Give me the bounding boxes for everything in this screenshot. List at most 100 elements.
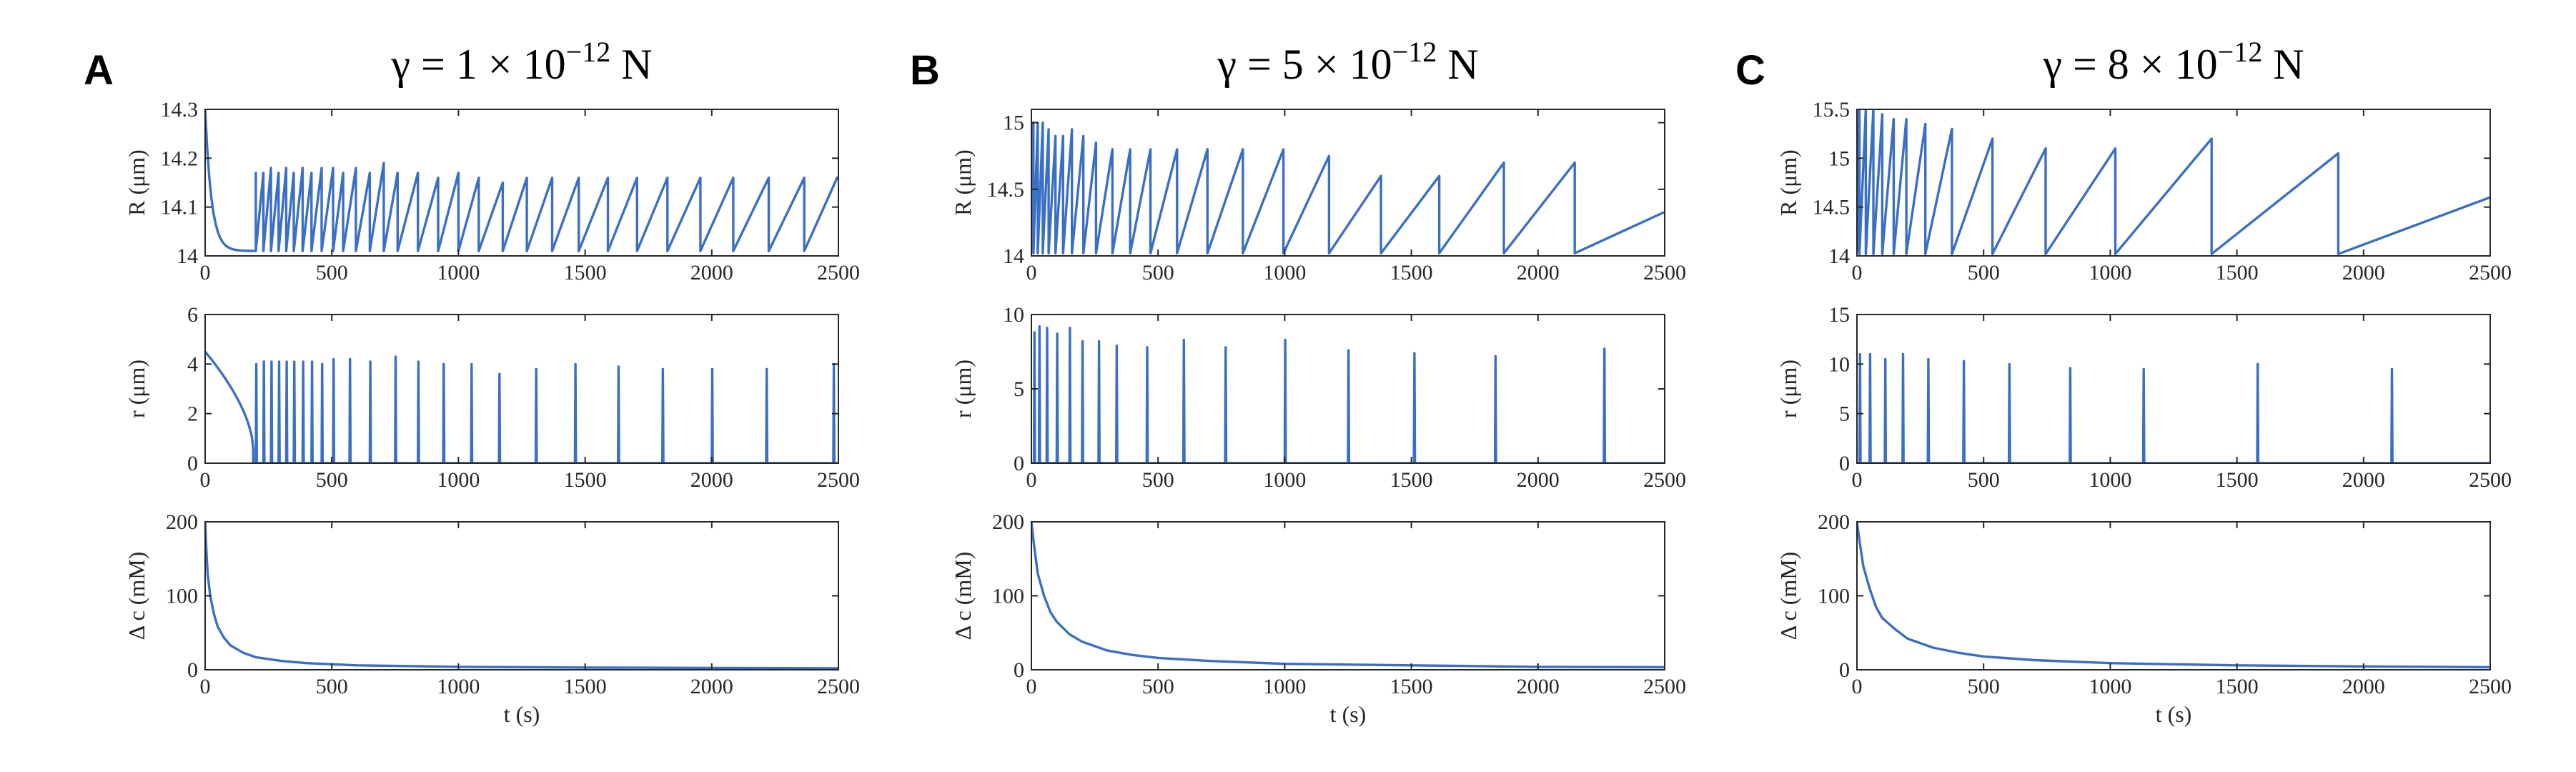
y-tick-label: 0 [187,452,198,475]
y-tick-label: 0 [1839,452,1850,475]
y-tick-label: 2 [187,402,198,426]
subplot-2: 0 500 1000 1500 2000 2500 0 2 4 6 r (μm) [124,303,860,492]
x-tick-label: 1000 [2089,261,2131,284]
x-tick-label: 500 [316,675,348,698]
x-tick-label: 500 [316,468,348,492]
x-tick-label: 2500 [1643,675,1686,698]
series-line [1857,522,2490,669]
x-tick-label: 2000 [690,468,733,492]
series-line [1031,121,1665,254]
y-tick-label: 100 [1818,585,1850,608]
y-tick-label: 6 [187,303,198,327]
y-tick-label: 5 [1839,402,1850,426]
series-line [1857,352,2490,463]
x-tick-label: 2500 [2469,468,2512,492]
y-tick-label: 100 [166,585,198,608]
y-tick-label: 14.3 [161,98,199,122]
x-tick-label: 0 [1852,261,1863,284]
axes-box [204,521,839,670]
axes-box [1031,521,1665,670]
x-tick-label: 0 [200,468,211,492]
x-tick-label: 1500 [2216,468,2259,492]
subplot-3: 0 500 1000 1500 2000 2500 0 100 200 Δ c (mM) t (s) [124,510,860,727]
x-tick-label: 2500 [2469,261,2512,284]
x-tick-label: 0 [1852,468,1863,492]
y-tick-label: 4 [187,352,198,376]
y-axis-label: r (μm) [1775,360,1801,418]
series-line [205,522,838,670]
x-tick-label: 1000 [1263,675,1306,698]
y-tick-label: 10 [1828,352,1850,376]
panel-title: γ = 8 × 10−12 N [2042,36,2304,88]
x-tick-label: 2500 [817,261,860,284]
x-tick-label: 2500 [817,468,860,492]
x-tick-label: 500 [1142,675,1174,698]
y-axis-label: R (μm) [124,149,149,216]
x-tick-label: 1000 [2089,468,2131,492]
series-line [205,350,838,463]
x-tick-label: 2000 [1517,675,1560,698]
y-tick-label: 15 [1003,112,1024,135]
y-tick-label: 100 [992,585,1024,608]
x-tick-label: 2000 [2342,261,2385,284]
y-tick-label: 200 [992,510,1024,534]
x-tick-label: 1000 [437,468,480,492]
y-tick-label: 14 [177,244,198,268]
x-tick-label: 1000 [1263,468,1306,492]
y-tick-label: 5 [1014,377,1024,401]
y-tick-label: 0 [187,658,198,682]
y-tick-label: 0 [1014,658,1024,682]
y-tick-label: 15 [1828,303,1850,327]
x-tick-label: 0 [1026,468,1037,492]
x-tick-label: 2000 [2342,468,2385,492]
y-tick-label: 14.2 [161,147,199,170]
x-tick-label: 1500 [564,468,607,492]
x-tick-label: 1500 [564,675,607,698]
y-tick-label: 14 [1003,244,1024,268]
x-tick-label: 1500 [1390,675,1433,698]
subplot-3: 0 500 1000 1500 2000 2500 0 100 200 Δ c (mM) t (s) [1775,510,2512,727]
y-tick-label: 0 [1839,658,1850,682]
x-tick-label: 500 [1142,468,1174,492]
panel-title: γ = 5 × 10−12 N [1217,36,1478,88]
x-tick-label: 1500 [2216,261,2259,284]
x-tick-label: 500 [1968,468,2000,492]
y-tick-label: 15.5 [1813,98,1851,122]
series-line [205,109,838,252]
subplot-3: 0 500 1000 1500 2000 2500 0 100 200 Δ c (mM) t (s) [950,510,1686,727]
series-line [1857,109,2490,255]
x-tick-label: 2500 [2469,675,2512,698]
x-tick-label: 0 [1852,675,1863,698]
x-tick-label: 1000 [2089,675,2131,698]
x-tick-label: 2000 [690,261,733,284]
y-tick-label: 14.5 [1813,196,1851,219]
y-axis-label: Δ c (mM) [1775,552,1801,640]
y-axis-label: r (μm) [950,360,976,418]
x-tick-label: 1000 [437,675,480,698]
x-axis-label: t (s) [504,701,540,727]
x-tick-label: 2500 [1643,468,1686,492]
subplot-2: 0 500 1000 1500 2000 2500 0 5 10 15 r (μm) [1775,303,2512,492]
x-tick-label: 1500 [1390,261,1433,284]
x-tick-label: 1500 [564,261,607,284]
axes-box [1856,314,2491,464]
x-axis-label: t (s) [2156,701,2192,727]
axes-box [1856,109,2491,257]
x-tick-label: 500 [1968,261,2000,284]
x-tick-label: 0 [1026,675,1037,698]
subplot-2: 0 500 1000 1500 2000 2500 0 5 10 r (μm) [950,303,1686,492]
x-axis-label: t (s) [1330,701,1367,727]
x-tick-label: 2000 [1517,468,1560,492]
x-tick-label: 2000 [690,675,733,698]
y-tick-label: 15 [1828,147,1850,170]
y-tick-label: 200 [166,510,198,534]
subplot-1: 0 500 1000 1500 2000 2500 14 14.5 15 R (μm) [950,109,1686,284]
subplot-1: 0 500 1000 1500 2000 2500 14 14.5 15 15.5 R (μm) [1775,98,2512,284]
axes-box [1031,109,1665,257]
x-tick-label: 0 [200,675,211,698]
panel-letter: C [1735,47,1765,94]
x-tick-label: 1500 [2216,675,2259,698]
